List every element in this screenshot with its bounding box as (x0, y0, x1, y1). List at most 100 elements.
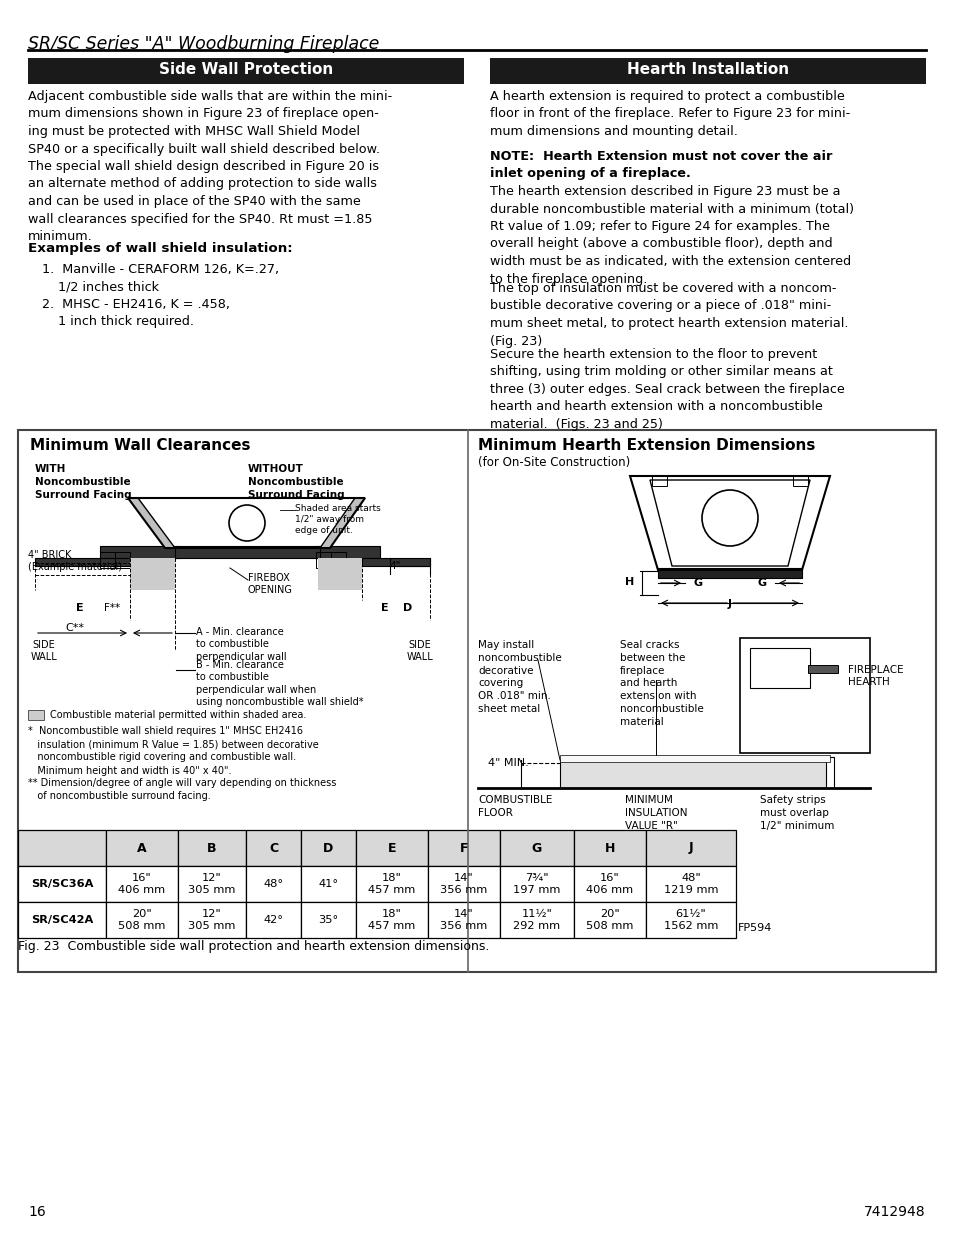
Text: D: D (403, 603, 413, 613)
Text: 16"
406 mm: 16" 406 mm (118, 873, 166, 895)
Text: G: G (532, 841, 541, 855)
Text: The special wall shield design described in Figure 20 is
an alternate method of : The special wall shield design described… (28, 161, 378, 243)
Text: Secure the hearth extension to the floor to prevent
shifting, using trim molding: Secure the hearth extension to the floor… (490, 348, 843, 431)
Text: 7¾"
197 mm: 7¾" 197 mm (513, 873, 560, 895)
Text: Side Wall Protection: Side Wall Protection (159, 62, 333, 77)
Bar (807, 664, 837, 673)
Bar (100, 552, 115, 568)
Bar (355, 866, 428, 902)
Text: Safety strips
must overlap
1/2" minimum: Safety strips must overlap 1/2" minimum (760, 795, 834, 831)
Bar (246, 866, 301, 902)
Text: MINIMUM
INSULATION
VALUE "R": MINIMUM INSULATION VALUE "R" (624, 795, 687, 831)
Text: Seal cracks
between the
fireplace
and hearth
extension with
noncombustible
mater: Seal cracks between the fireplace and he… (619, 640, 703, 727)
Bar (749, 648, 809, 688)
Bar (246, 830, 301, 866)
Bar (651, 475, 666, 487)
Text: 48°: 48° (263, 879, 283, 889)
Bar (301, 830, 355, 866)
Text: 7412948: 7412948 (863, 1205, 925, 1219)
Bar (100, 546, 180, 558)
Bar (428, 866, 499, 902)
Bar (18, 430, 935, 972)
Text: FIREPLACE
HEARTH: FIREPLACE HEARTH (847, 664, 902, 688)
Text: SR/SC Series "A" Woodburning Fireplace: SR/SC Series "A" Woodburning Fireplace (28, 35, 379, 53)
Bar (825, 757, 833, 788)
Text: 48"
1219 mm: 48" 1219 mm (663, 873, 718, 895)
Text: 11½"
292 mm: 11½" 292 mm (513, 909, 560, 931)
Text: The hearth extension described in Figure 23 must be a
durable noncombustible mat: The hearth extension described in Figure… (490, 185, 853, 285)
Bar (499, 830, 574, 866)
Bar (645, 902, 735, 939)
Bar (361, 558, 430, 566)
Text: Minimum Wall Clearances: Minimum Wall Clearances (30, 438, 251, 453)
Text: B: B (207, 841, 216, 855)
Bar (106, 830, 178, 866)
Text: Fig. 23  Combustible side wall protection and hearth extension dimensions.: Fig. 23 Combustible side wall protection… (18, 940, 489, 953)
Bar (355, 902, 428, 939)
Bar (355, 830, 428, 866)
Text: 12"
305 mm: 12" 305 mm (188, 909, 235, 931)
Text: D: D (323, 841, 334, 855)
Text: May install
noncombustible
decorative
covering
OR .018" min.
sheet metal: May install noncombustible decorative co… (477, 640, 561, 714)
Text: 18"
457 mm: 18" 457 mm (368, 873, 416, 895)
Bar (178, 902, 246, 939)
Bar (428, 830, 499, 866)
Bar (301, 902, 355, 939)
Bar (115, 552, 130, 568)
Bar (645, 830, 735, 866)
Text: C: C (269, 841, 277, 855)
Text: E: E (76, 603, 84, 613)
Text: *  Noncombustible wall shield requires 1" MHSC EH2416
   insulation (minimum R V: * Noncombustible wall shield requires 1"… (28, 726, 318, 776)
Text: SIDE
WALL: SIDE WALL (406, 640, 433, 662)
Text: 4": 4" (389, 561, 400, 571)
Text: H: H (604, 841, 615, 855)
Text: C**: C** (66, 622, 85, 634)
Text: 4" BRICK
(Example material): 4" BRICK (Example material) (28, 550, 122, 572)
Polygon shape (319, 498, 365, 548)
Text: A - Min. clearance
to combustible
perpendicular wall: A - Min. clearance to combustible perpen… (195, 627, 286, 662)
Text: Examples of wall shield insulation:: Examples of wall shield insulation: (28, 242, 293, 254)
Text: Combustible material permitted within shaded area.: Combustible material permitted within sh… (50, 710, 306, 720)
Bar (301, 866, 355, 902)
Bar (499, 902, 574, 939)
Text: SR/SC36A: SR/SC36A (30, 879, 93, 889)
Text: FP594: FP594 (738, 923, 772, 932)
Bar (314, 546, 379, 558)
Text: 2.  MHSC - EH2416, K = .458,
    1 inch thick required.: 2. MHSC - EH2416, K = .458, 1 inch thick… (42, 298, 230, 329)
Text: 18"
457 mm: 18" 457 mm (368, 909, 416, 931)
Bar (559, 755, 829, 762)
Text: 61½"
1562 mm: 61½" 1562 mm (663, 909, 718, 931)
Bar (740, 638, 869, 753)
Bar (658, 568, 801, 578)
Polygon shape (317, 558, 361, 590)
Text: 20"
508 mm: 20" 508 mm (118, 909, 166, 931)
Text: (for On-Site Construction): (for On-Site Construction) (477, 456, 630, 469)
Text: SR/SC42A: SR/SC42A (30, 915, 93, 925)
Text: 16: 16 (28, 1205, 46, 1219)
Text: A hearth extension is required to protect a combustible
floor in front of the fi: A hearth extension is required to protec… (490, 90, 849, 138)
Text: SIDE
WALL: SIDE WALL (30, 640, 57, 662)
Bar (559, 760, 829, 788)
Bar (18, 902, 106, 939)
Text: J: J (727, 599, 731, 609)
Text: Minimum Hearth Extension Dimensions: Minimum Hearth Extension Dimensions (477, 438, 815, 453)
Text: ** Dimension/degree of angle will vary depending on thickness
   of noncombustib: ** Dimension/degree of angle will vary d… (28, 778, 336, 802)
Text: WITH
Noncombustible
Surround Facing: WITH Noncombustible Surround Facing (35, 464, 132, 500)
Bar (792, 475, 807, 487)
Bar (106, 902, 178, 939)
Text: 14"
356 mm: 14" 356 mm (440, 873, 487, 895)
Bar (428, 902, 499, 939)
Text: E: E (387, 841, 395, 855)
Text: 1.  Manville - CERAFORM 126, K=.27,
    1/2 inches thick: 1. Manville - CERAFORM 126, K=.27, 1/2 i… (42, 263, 279, 294)
Text: F: F (459, 841, 468, 855)
Bar (574, 830, 645, 866)
Bar (246, 902, 301, 939)
Bar (18, 866, 106, 902)
Text: B - Min. clearance
to combustible
perpendicular wall when
using noncombustible w: B - Min. clearance to combustible perpen… (195, 659, 363, 708)
Text: Hearth Installation: Hearth Installation (626, 62, 788, 77)
Bar (315, 552, 331, 568)
Bar (499, 866, 574, 902)
Text: Adjacent combustible side walls that are within the mini-
mum dimensions shown i: Adjacent combustible side walls that are… (28, 90, 392, 156)
Text: E: E (381, 603, 389, 613)
Bar (574, 902, 645, 939)
